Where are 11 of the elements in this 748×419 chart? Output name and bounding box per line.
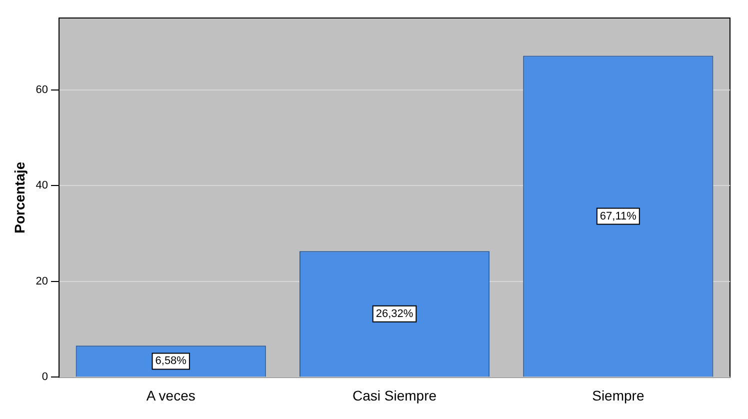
data-label: 26,32% bbox=[376, 308, 414, 320]
data-label: 6,58% bbox=[155, 355, 187, 368]
y-tick-label: 0 bbox=[42, 371, 48, 384]
x-tick-label: Siempre bbox=[592, 387, 644, 404]
x-tick-label: Casi Siempre bbox=[352, 387, 437, 404]
y-tick-label: 40 bbox=[36, 180, 48, 192]
data-label: 67,11% bbox=[600, 210, 637, 222]
y-axis-title: Porcentaje bbox=[11, 162, 28, 234]
y-tick-label: 20 bbox=[36, 275, 48, 288]
y-tick-label: 60 bbox=[36, 84, 48, 96]
x-tick-label: A veces bbox=[146, 387, 196, 404]
